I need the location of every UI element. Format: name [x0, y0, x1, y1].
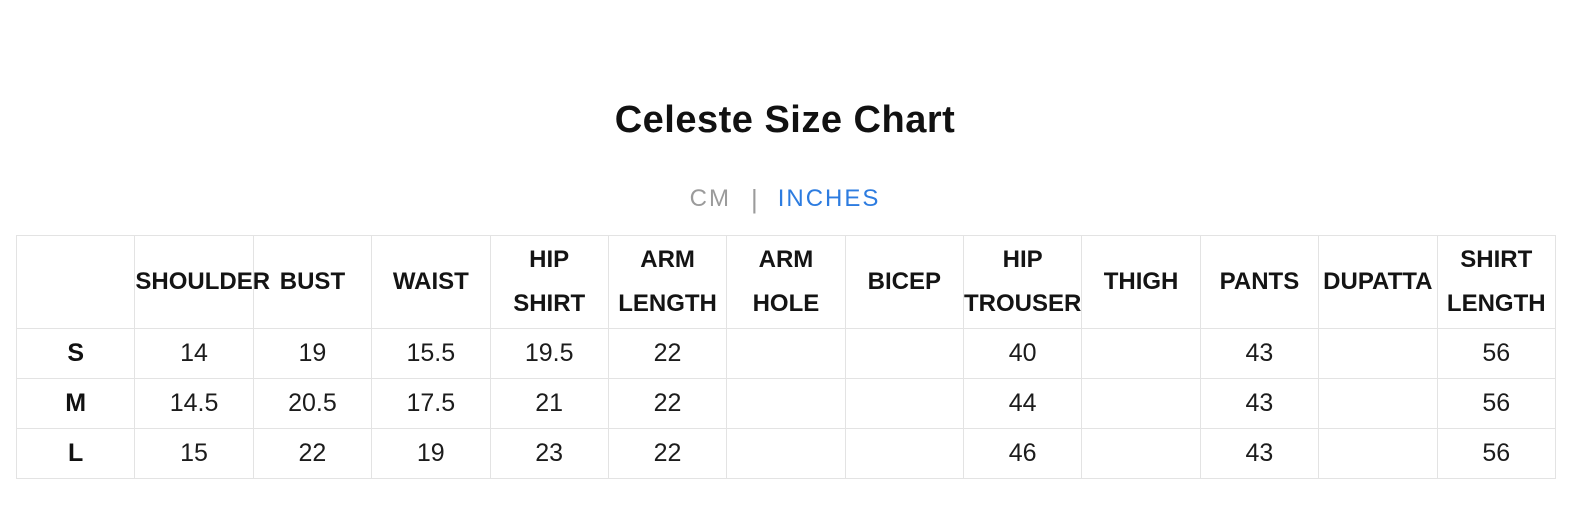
cell-l-shoulder: 15 [134, 428, 254, 479]
col-header-dupatta: DUPATTA [1318, 235, 1438, 329]
header-row: SHOULDER BUST WAIST HIP SHIRT ARM LENGTH… [15, 235, 1556, 329]
col-header-waist: WAIST [371, 235, 491, 329]
size-row-l: L 15 22 19 23 22 46 43 56 [15, 428, 1556, 479]
cell-l-arm-length: 22 [607, 428, 728, 479]
cell-s-hip-trouser: 40 [962, 328, 1083, 379]
cell-s-waist: 15.5 [371, 328, 491, 379]
size-label-s: S [15, 328, 136, 379]
cell-s-bust: 19 [252, 328, 373, 379]
cell-s-shirt-length: 56 [1436, 328, 1556, 379]
col-header-bust: BUST [252, 235, 373, 329]
cell-m-waist: 17.5 [371, 378, 491, 429]
cell-s-hip-shirt: 19.5 [489, 328, 609, 379]
col-header-shoulder: SHOULDER [134, 235, 270, 329]
size-label-m: M [15, 378, 136, 429]
size-row-m: M 14.5 20.5 17.5 21 22 44 43 56 [15, 378, 1556, 429]
size-chart-table: SHOULDER BUST WAIST HIP SHIRT ARM LENGTH… [15, 235, 1556, 479]
size-row-s: S 14 19 15.5 19.5 22 40 43 56 [15, 328, 1556, 379]
col-header-shirt-length: SHIRT LENGTH [1436, 235, 1556, 329]
cell-l-hip-shirt: 23 [489, 428, 609, 479]
cell-m-arm-hole [726, 378, 846, 429]
cell-m-dupatta [1318, 378, 1438, 429]
cell-l-waist: 19 [371, 428, 491, 479]
cell-l-bust: 22 [252, 428, 373, 479]
cell-l-arm-hole [726, 428, 846, 479]
corner-cell [15, 235, 136, 329]
cell-s-thigh [1081, 328, 1201, 379]
cell-l-hip-trouser: 46 [962, 428, 1083, 479]
cell-l-bicep [844, 428, 965, 479]
col-header-arm-hole: ARM HOLE [726, 235, 846, 329]
unit-option-cm[interactable]: CM [689, 185, 731, 212]
cell-m-hip-shirt: 21 [489, 378, 609, 429]
cell-l-dupatta [1318, 428, 1438, 479]
col-header-pants: PANTS [1199, 235, 1320, 329]
col-header-thigh: THIGH [1081, 235, 1201, 329]
cell-l-pants: 43 [1199, 428, 1320, 479]
col-header-bicep: BICEP [844, 235, 965, 329]
cell-m-shoulder: 14.5 [134, 378, 254, 429]
col-header-hip-trouser: HIP TROUSER [962, 235, 1083, 329]
cell-m-shirt-length: 56 [1436, 378, 1556, 429]
cell-m-arm-length: 22 [607, 378, 728, 429]
unit-toggle: CM | INCHES [0, 184, 1570, 214]
cell-l-thigh [1081, 428, 1201, 479]
unit-toggle-divider: | [750, 184, 758, 214]
cell-s-pants: 43 [1199, 328, 1320, 379]
col-header-hip-shirt: HIP SHIRT [489, 235, 609, 329]
cell-m-bicep [844, 378, 965, 429]
cell-s-arm-hole [726, 328, 846, 379]
cell-s-shoulder: 14 [134, 328, 254, 379]
size-label-l: L [15, 428, 136, 479]
unit-option-inches[interactable]: INCHES [777, 185, 881, 212]
cell-l-shirt-length: 56 [1436, 428, 1556, 479]
cell-m-thigh [1081, 378, 1201, 429]
page-title: Celeste Size Chart [614, 99, 956, 141]
cell-m-pants: 43 [1199, 378, 1320, 429]
cell-m-bust: 20.5 [252, 378, 373, 429]
cell-s-dupatta [1318, 328, 1438, 379]
cell-s-arm-length: 22 [607, 328, 728, 379]
cell-m-hip-trouser: 44 [962, 378, 1083, 429]
col-header-arm-length: ARM LENGTH [607, 235, 728, 329]
cell-s-bicep [844, 328, 965, 379]
